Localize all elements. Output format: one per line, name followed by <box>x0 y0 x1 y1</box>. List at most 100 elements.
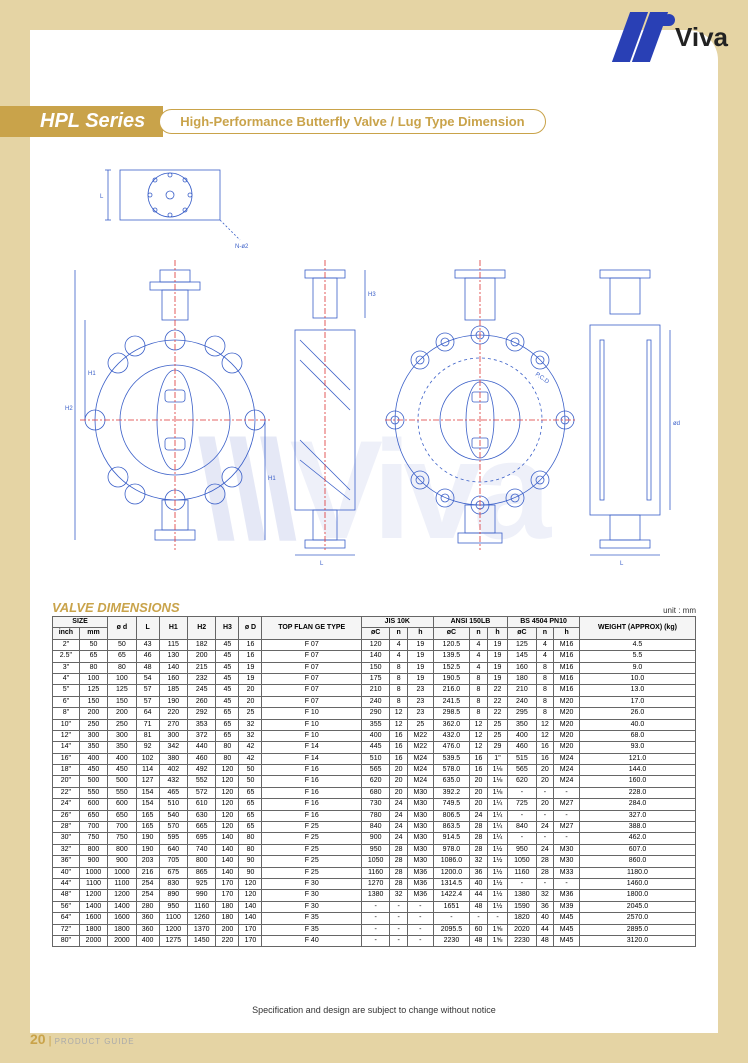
table-cell: 140 <box>239 901 262 912</box>
table-cell: 1275 <box>159 935 187 946</box>
table-cell: 20 <box>470 776 488 787</box>
col-L: L <box>136 617 159 640</box>
table-cell: 19 <box>408 639 434 650</box>
table-cell: 120 <box>216 787 239 798</box>
table-cell: - <box>554 810 580 821</box>
table-cell: - <box>361 913 389 924</box>
table-cell: 300 <box>159 730 187 741</box>
table-cell: F 35 <box>262 924 361 935</box>
table-row: 3"8080481402154519F 07150819152.54191608… <box>53 662 696 673</box>
table-cell: 342 <box>159 742 187 753</box>
table-cell: F 30 <box>262 901 361 912</box>
brand-logo: Viva <box>619 12 728 62</box>
table-cell: 515 <box>508 753 536 764</box>
table-cell: M30 <box>554 856 580 867</box>
table-cell: - <box>408 935 434 946</box>
table-cell: 56" <box>53 901 80 912</box>
table-cell: 60 <box>470 924 488 935</box>
table-cell: 12 <box>390 708 408 719</box>
table-cell: F 16 <box>262 765 361 776</box>
table-cell: F 07 <box>262 685 361 696</box>
table-cell: 228.0 <box>579 787 695 798</box>
table-cell: 2230 <box>433 935 469 946</box>
table-cell: 180 <box>216 901 239 912</box>
table-cell: 24 <box>390 822 408 833</box>
table-cell: F 07 <box>262 696 361 707</box>
table-cell: 102 <box>136 753 159 764</box>
table-cell: 1¼ <box>487 810 507 821</box>
table-cell: 16 <box>239 651 262 662</box>
table-cell: 180 <box>508 673 536 684</box>
col-jis-h: h <box>408 628 434 639</box>
table-cell: F 25 <box>262 856 361 867</box>
table-cell: 43 <box>136 639 159 650</box>
table-cell: 65 <box>239 810 262 821</box>
table-cell: 20 <box>390 765 408 776</box>
table-cell: 50 <box>79 639 107 650</box>
table-row: 40"1000100021667586514090F 25116028M3612… <box>53 867 696 878</box>
table-cell: 12 <box>470 730 488 741</box>
table-cell: 160.0 <box>579 776 695 787</box>
table-cell: 280 <box>136 901 159 912</box>
table-cell: 1⅝ <box>487 924 507 935</box>
table-cell: 1160 <box>188 901 216 912</box>
table-cell: 978.0 <box>433 844 469 855</box>
table-cell: 25 <box>487 719 507 730</box>
col-bs-n: n <box>536 628 554 639</box>
table-cell: 50 <box>239 765 262 776</box>
table-cell: 140 <box>361 651 389 662</box>
table-cell: - <box>554 833 580 844</box>
table-cell: 635.0 <box>433 776 469 787</box>
table-cell: 24 <box>470 810 488 821</box>
table-cell: 120 <box>216 799 239 810</box>
table-cell: 216 <box>136 867 159 878</box>
table-cell: 402 <box>159 765 187 776</box>
table-cell: M45 <box>554 924 580 935</box>
table-cell: 190 <box>136 844 159 855</box>
table-cell: - <box>390 924 408 935</box>
table-cell: 28 <box>536 856 554 867</box>
table-cell: 665 <box>188 822 216 833</box>
table-cell: M16 <box>554 639 580 650</box>
col-d: ø d <box>108 617 136 640</box>
table-cell: 607.0 <box>579 844 695 855</box>
table-cell: 705 <box>159 856 187 867</box>
table-cell: 900 <box>361 833 389 844</box>
table-row: 32"80080019064074014080F 2595028M30978.0… <box>53 844 696 855</box>
table-cell: 465 <box>159 787 187 798</box>
table-cell: 476.0 <box>433 742 469 753</box>
svg-text:N-ø2: N-ø2 <box>235 244 249 250</box>
table-cell: 360 <box>136 913 159 924</box>
table-cell: 46 <box>136 651 159 662</box>
table-cell: 460 <box>188 753 216 764</box>
table-cell: 890 <box>159 890 187 901</box>
table-cell: 5.5 <box>579 651 695 662</box>
table-cell: 93.0 <box>579 742 695 753</box>
table-cell: 36" <box>53 856 80 867</box>
table-cell: 462.0 <box>579 833 695 844</box>
table-cell: 20 <box>239 685 262 696</box>
table-cell: 32 <box>536 890 554 901</box>
table-cell: 24 <box>536 822 554 833</box>
table-row: 16"4004001023804608042F 1451016M24539.51… <box>53 753 696 764</box>
table-cell: 2095.5 <box>433 924 469 935</box>
table-cell: 160 <box>159 673 187 684</box>
table-cell: 140 <box>216 867 239 878</box>
table-row: 12"300300813003726532F 1040016M22432.012… <box>53 730 696 741</box>
table-cell: 680 <box>361 787 389 798</box>
table-cell: 65 <box>216 730 239 741</box>
table-cell: F 35 <box>262 913 361 924</box>
table-cell: 650 <box>108 810 136 821</box>
table-cell: - <box>508 787 536 798</box>
table-cell: 1⅛ <box>487 787 507 798</box>
table-cell: 28 <box>390 844 408 855</box>
table-row: 2"5050431151824516F 07120419120.54191254… <box>53 639 696 650</box>
table-cell: 1651 <box>433 901 469 912</box>
table-cell: 42 <box>239 742 262 753</box>
col-ansi-oC: øC <box>433 628 469 639</box>
table-cell: 2020 <box>508 924 536 935</box>
table-cell: 20 <box>536 776 554 787</box>
table-cell: 620 <box>361 776 389 787</box>
table-cell: 28" <box>53 822 80 833</box>
page-footer: 20 | PRODUCT GUIDE <box>30 1031 135 1047</box>
